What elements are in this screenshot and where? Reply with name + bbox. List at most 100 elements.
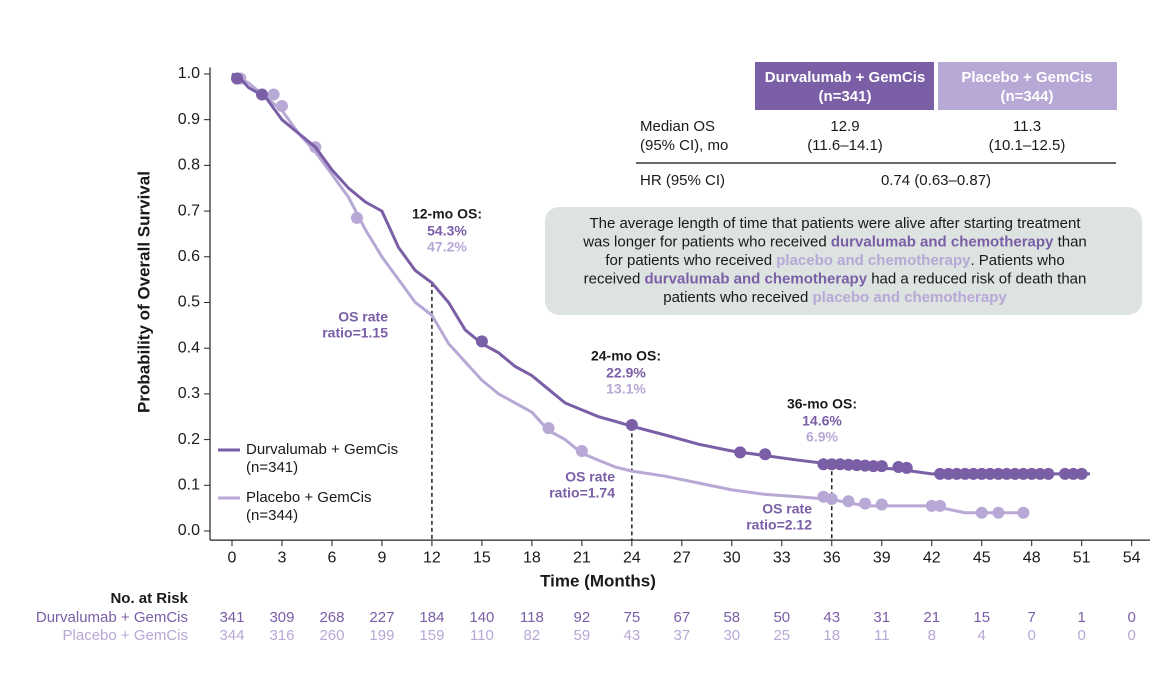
legend-n: (n=341)	[246, 459, 298, 476]
landmark-rate: 14.6%	[802, 413, 842, 429]
rate-ratio: ratio=1.74	[549, 485, 615, 501]
at-risk-count: 82	[524, 627, 541, 644]
censor-mark	[934, 467, 947, 480]
at-risk-count: 0	[1128, 609, 1136, 626]
at-risk-count: 0	[1078, 627, 1086, 644]
censor-mark	[255, 88, 268, 101]
callout-text: The average length of time that patients…	[589, 215, 1081, 232]
cell-text: 12.9	[830, 118, 859, 135]
at-risk-count: 25	[773, 627, 790, 644]
x-tick-label: 3	[278, 549, 287, 566]
header-cell	[755, 62, 934, 110]
header-cell	[938, 62, 1117, 110]
censor-mark	[1017, 506, 1030, 519]
legend-n: (n=344)	[246, 507, 298, 524]
at-risk-count: 21	[923, 609, 940, 626]
censor-mark	[230, 72, 243, 85]
censor-mark	[817, 458, 830, 471]
x-tick-label: 48	[1023, 549, 1041, 566]
at-risk-count: 11	[874, 627, 890, 644]
x-tick-label: 27	[673, 549, 691, 566]
at-risk-count: 159	[419, 627, 444, 644]
y-tick-label: 0.0	[178, 522, 200, 539]
cell-text: (11.6–14.1)	[807, 137, 883, 154]
x-tick-label: 30	[723, 549, 741, 566]
at-risk-count: 59	[574, 627, 591, 644]
censor-mark	[542, 422, 555, 435]
censor-mark	[950, 467, 963, 480]
at-risk-label: Durvalumab + GemCis	[36, 609, 188, 626]
at-risk-count: 37	[673, 627, 690, 644]
at-risk-count: 1	[1078, 609, 1086, 626]
censor-mark	[825, 458, 838, 471]
landmark-title: 36-mo OS:	[787, 396, 857, 412]
x-tick-label: 42	[923, 549, 941, 566]
rate-ratio: OS rate	[565, 469, 615, 485]
censor-mark	[267, 88, 280, 101]
callout-line: patients who received placebo and chemot…	[663, 289, 1007, 306]
censor-mark	[1025, 467, 1038, 480]
y-tick-label: 0.3	[178, 385, 200, 402]
at-risk-count: 184	[419, 609, 444, 626]
at-risk-count: 0	[1028, 627, 1036, 644]
censor-mark	[900, 461, 913, 474]
censor-mark	[959, 467, 972, 480]
at-risk-count: 43	[823, 609, 840, 626]
at-risk-count: 341	[219, 609, 244, 626]
y-tick-label: 0.4	[178, 339, 200, 356]
landmark-title: 24-mo OS:	[591, 348, 661, 364]
landmark-rate: 22.9%	[606, 365, 646, 381]
at-risk-count: 31	[873, 609, 890, 626]
censor-mark	[842, 495, 855, 508]
x-tick-label: 9	[377, 549, 386, 566]
x-tick-label: 0	[228, 549, 237, 566]
landmark-rate: 54.3%	[427, 223, 467, 239]
censor-mark	[1042, 467, 1055, 480]
censor-mark	[475, 335, 488, 348]
header-text: (n=344)	[1001, 88, 1054, 105]
censor-mark	[1000, 467, 1013, 480]
x-tick-label: 45	[973, 549, 991, 566]
header-text: Placebo + GemCis	[961, 69, 1092, 86]
y-tick-label: 0.7	[178, 202, 200, 219]
at-risk-count: 43	[624, 627, 641, 644]
x-tick-label: 15	[473, 549, 491, 566]
x-tick-label: 36	[823, 549, 841, 566]
row-label: HR (95% CI)	[640, 172, 725, 189]
at-risk-title: No. at Risk	[110, 590, 188, 607]
at-risk-count: 67	[673, 609, 690, 626]
censor-mark	[759, 448, 772, 461]
x-tick-label: 39	[873, 549, 891, 566]
censor-mark	[1009, 467, 1022, 480]
header-text: (n=341)	[819, 88, 872, 105]
x-tick-label: 51	[1073, 549, 1091, 566]
at-risk-count: 110	[470, 627, 494, 644]
at-risk-count: 50	[773, 609, 790, 626]
cell-text: 11.3	[1013, 118, 1041, 135]
censor-mark	[1067, 467, 1080, 480]
callout-line: was longer for patients who received dur…	[582, 233, 1087, 250]
at-risk-count: 199	[369, 627, 394, 644]
landmark-title: 12-mo OS:	[412, 206, 482, 222]
callout-text: patients who received	[663, 289, 812, 306]
censor-mark	[992, 467, 1005, 480]
cell-text: (10.1–12.5)	[989, 137, 1066, 154]
at-risk-count: 75	[624, 609, 641, 626]
censor-mark	[1075, 467, 1088, 480]
callout-box	[545, 207, 1142, 315]
landmark-rate: 6.9%	[806, 429, 838, 445]
censor-mark	[934, 499, 947, 512]
censor-mark	[975, 467, 988, 480]
x-tick-label: 12	[423, 549, 441, 566]
at-risk-count: 268	[319, 609, 344, 626]
callout-line: for patients who received placebo and ch…	[605, 252, 1064, 269]
rate-ratio: OS rate	[338, 309, 388, 325]
at-risk-count: 118	[520, 609, 544, 626]
cell-text: 0.74 (0.63–0.87)	[881, 172, 991, 189]
x-tick-label: 6	[328, 549, 337, 566]
at-risk-count: 227	[369, 609, 394, 626]
rate-ratio: ratio=2.12	[746, 517, 812, 533]
survival-curve	[231, 72, 1024, 515]
censor-mark	[1017, 467, 1030, 480]
